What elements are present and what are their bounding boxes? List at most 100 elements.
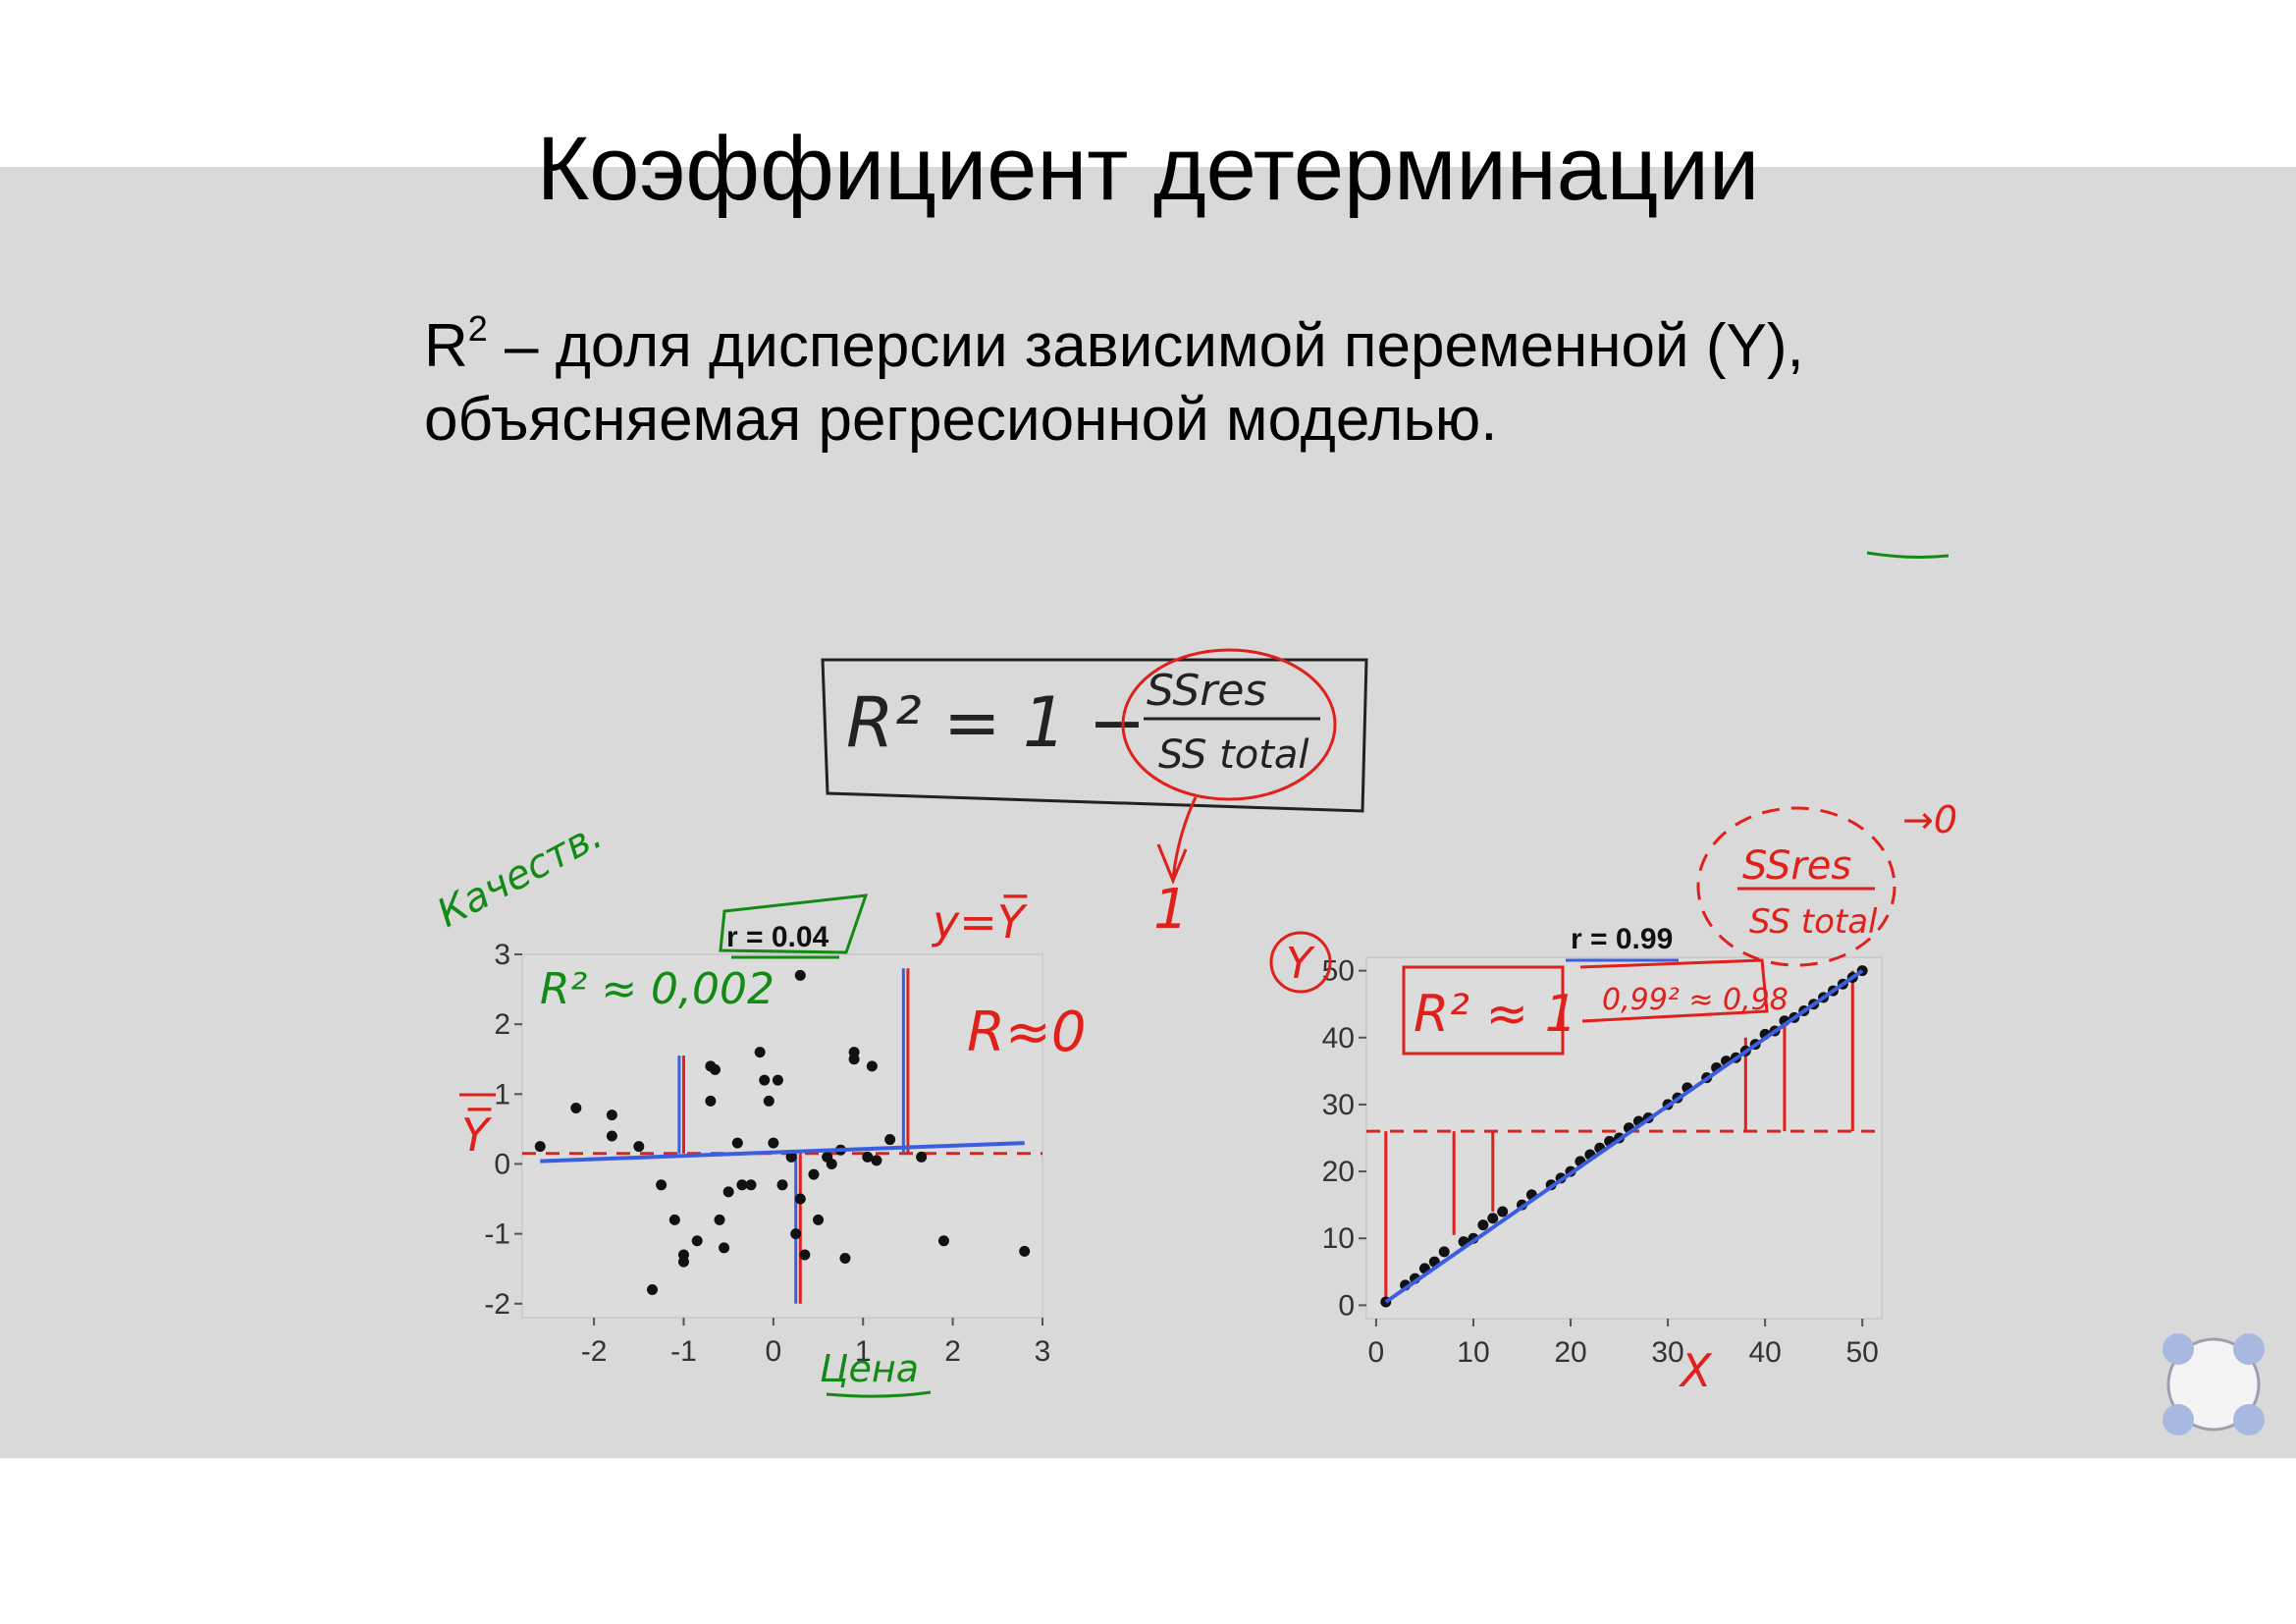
x-tick-label: 0 — [766, 1335, 782, 1368]
x-tick-label: 20 — [1554, 1336, 1586, 1369]
definition-line-1: R2 – доля дисперсии зависимой переменной… — [424, 308, 1804, 381]
x-tick-label: 50 — [1846, 1336, 1879, 1369]
y-tick-label: 0 — [494, 1148, 510, 1180]
data-point — [862, 1151, 874, 1163]
control-dot-bl[interactable] — [2163, 1404, 2194, 1435]
data-point — [785, 1151, 797, 1163]
r-sq-box — [1579, 958, 1769, 1023]
annotation-r-sq: 0,99² ≈ 0,98 — [1602, 983, 1789, 1017]
formula-box — [821, 658, 1368, 813]
y-tick-label: 1 — [494, 1078, 510, 1110]
y-tick-label: 0 — [1338, 1289, 1355, 1322]
ss-denominator-right: SS total — [1749, 902, 1878, 942]
x-tick-label: 0 — [1368, 1336, 1385, 1369]
ss-dashed-circle — [1696, 806, 1896, 967]
chart-left: -2 -1 0 1 2 3 3 2 1 0 -1 -2 r = 0.04 R² ≈ 0,002 R≈0… — [430, 812, 1086, 1398]
data-point — [570, 1103, 582, 1114]
data-point — [763, 1095, 774, 1107]
data-point — [839, 1253, 851, 1265]
data-point — [745, 1179, 757, 1191]
definition-text: – доля дисперсии зависимой переменной (Y… — [487, 312, 1804, 380]
formula-lhs: R² = 1 − — [846, 682, 1146, 763]
r2-box-right — [1402, 965, 1565, 1056]
annotation-r2-right: R² ≈ 1 — [1414, 985, 1577, 1044]
data-point — [691, 1235, 703, 1247]
slide — [0, 167, 2296, 1458]
data-point — [677, 1256, 689, 1268]
y-tick-label: 30 — [1322, 1089, 1355, 1121]
data-point — [722, 1186, 734, 1198]
annotation-bottom: Цена — [820, 1347, 919, 1390]
x-tick-label: -2 — [581, 1335, 608, 1368]
data-point — [937, 1235, 949, 1247]
chart-title-left: r = 0.04 — [726, 921, 829, 953]
data-point — [884, 1134, 896, 1146]
y-tick-label: 3 — [494, 939, 510, 971]
data-point — [736, 1179, 748, 1191]
data-point — [790, 1228, 802, 1240]
bottom-underline — [826, 1390, 932, 1398]
data-point — [633, 1141, 645, 1153]
data-point — [799, 1249, 811, 1261]
data-point — [794, 1193, 806, 1205]
chart-title-right: r = 0.99 — [1571, 923, 1673, 955]
formula-arrow-value: 1 — [1153, 878, 1189, 942]
data-point — [1019, 1245, 1031, 1257]
r-superscript: 2 — [467, 308, 488, 349]
y-tick-label: 50 — [1322, 955, 1355, 988]
data-point — [668, 1214, 680, 1225]
data-point — [731, 1137, 743, 1149]
data-point — [647, 1284, 658, 1296]
control-ring — [2166, 1337, 2261, 1432]
data-point — [826, 1158, 837, 1169]
x-tick-label: 40 — [1748, 1336, 1781, 1369]
y-underline — [1866, 551, 1949, 559]
data-point — [1497, 1206, 1509, 1218]
annotation-r2-left: R² ≈ 0,002 — [540, 964, 774, 1014]
data-point — [606, 1130, 617, 1142]
data-point — [1438, 1246, 1450, 1258]
x-tick-label: 1 — [855, 1335, 872, 1368]
annotation-r-approx: R≈0 — [967, 1001, 1086, 1064]
x-axis-label-right: X — [1679, 1344, 1713, 1397]
annotation-y-eq: y=Y̅ — [931, 894, 1029, 948]
y-tick-label: -1 — [484, 1218, 510, 1251]
chart-right: 0 10 20 30 40 50 50 40 30 20 10 0 r = 0.99 R² ≈ 1 0… — [1269, 798, 1957, 1397]
y-tick-label: 2 — [494, 1008, 510, 1041]
annotation-top-left: Качеств. — [430, 812, 610, 936]
data-point — [813, 1214, 825, 1225]
data-point — [866, 1060, 878, 1072]
fit-line-left — [540, 1141, 1025, 1164]
r-symbol: R — [424, 312, 468, 380]
data-point — [871, 1155, 882, 1166]
data-point — [714, 1214, 725, 1225]
x-tick-label: 30 — [1651, 1336, 1683, 1369]
y-tick-label: -2 — [484, 1288, 510, 1321]
data-point — [705, 1095, 717, 1107]
to-zero-annotation: →0 — [1902, 798, 1957, 841]
data-point — [848, 1047, 860, 1058]
x-tick-label: 2 — [944, 1335, 961, 1368]
y-tick-label: 40 — [1322, 1022, 1355, 1055]
data-point — [719, 1242, 730, 1254]
slide-title: Коэффициент детерминации — [536, 119, 1760, 219]
control-dot-br[interactable] — [2233, 1404, 2265, 1435]
formula-numerator: SSres — [1147, 666, 1266, 716]
x-tick-label: -1 — [670, 1335, 697, 1368]
y-tick-label: 20 — [1322, 1156, 1355, 1188]
data-point — [776, 1179, 788, 1191]
data-point — [759, 1074, 771, 1086]
navigation-control[interactable] — [2155, 1326, 2272, 1443]
data-point — [772, 1074, 783, 1086]
data-point — [754, 1047, 766, 1058]
y-tick-label: 10 — [1322, 1222, 1355, 1255]
control-dot-tl[interactable] — [2163, 1333, 2194, 1365]
control-dot-tr[interactable] — [2233, 1333, 2265, 1365]
y-label-circle — [1269, 931, 1332, 994]
data-point — [794, 969, 806, 981]
data-point — [768, 1137, 779, 1149]
formula-circle — [1121, 648, 1337, 801]
r-value-box-left — [719, 893, 869, 954]
data-point — [1487, 1213, 1499, 1224]
